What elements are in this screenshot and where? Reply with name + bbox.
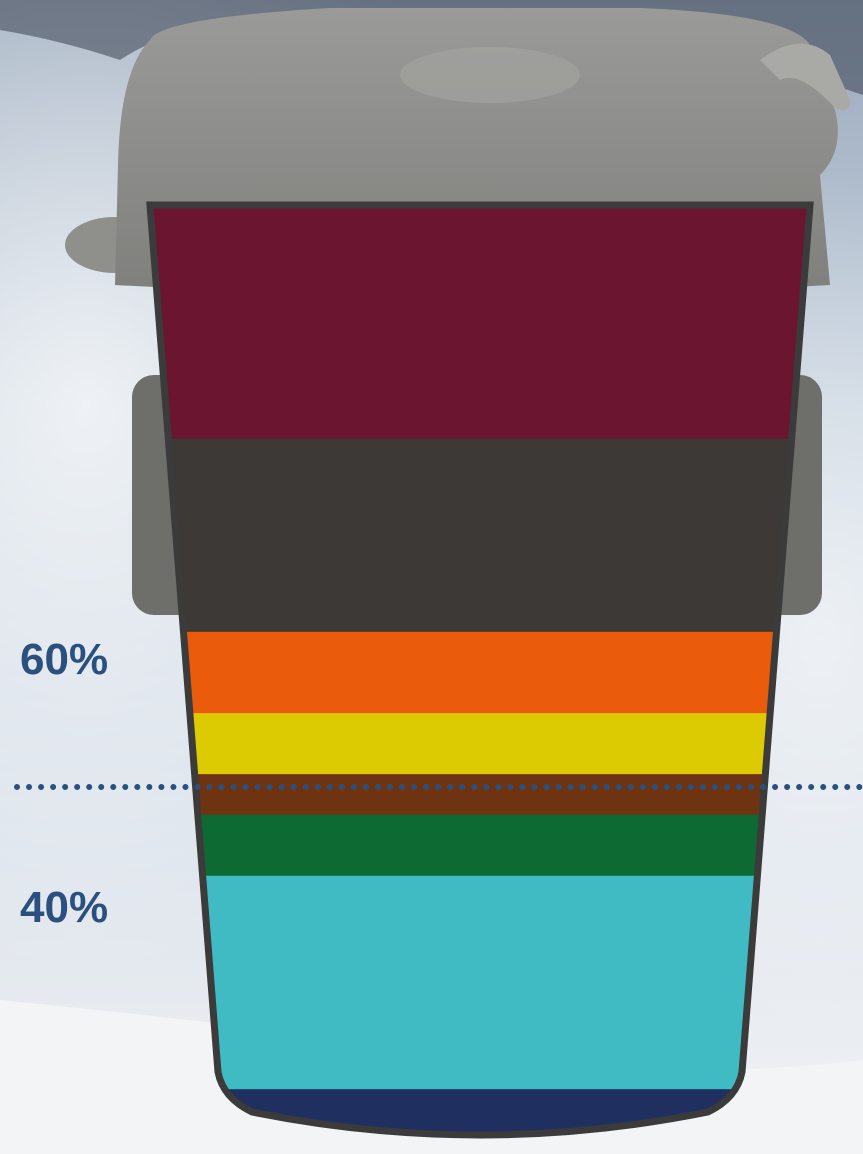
lower-share-label: 40%: [20, 883, 109, 932]
layer-7: [150, 875, 810, 1090]
layer-6: [150, 814, 810, 877]
layer-5: [150, 774, 810, 816]
layer-2: [150, 438, 810, 633]
cup-layers: [150, 205, 810, 1135]
layer-4: [150, 713, 810, 775]
layer-1: [150, 205, 810, 440]
upper-share-label: 60%: [20, 635, 109, 684]
layer-3: [150, 631, 810, 714]
cup-outline: [146, 201, 814, 1139]
split-divider: [14, 784, 863, 790]
lid-spout: [760, 43, 850, 111]
lid-emblem: [400, 47, 580, 103]
